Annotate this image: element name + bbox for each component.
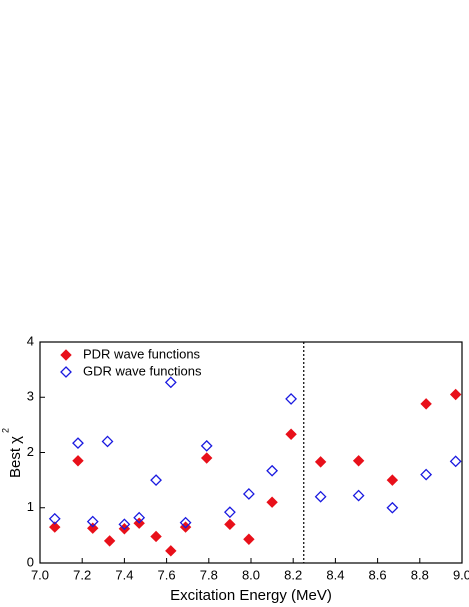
data-point — [133, 511, 146, 524]
data-point — [266, 496, 278, 508]
x-tick-label: 8.6 — [369, 567, 387, 582]
x-tick-label: 7.0 — [31, 567, 49, 582]
data-point — [179, 516, 192, 529]
data-point — [266, 464, 279, 477]
data-point — [87, 522, 99, 534]
data-point — [420, 398, 432, 410]
x-tick-label: 9.0 — [453, 567, 469, 582]
y-tick-label: 1 — [27, 499, 34, 514]
y-tick-label: 3 — [27, 389, 34, 404]
legend-label: PDR wave functions — [83, 346, 201, 361]
y-tick-label: 0 — [27, 554, 34, 569]
x-tick-label: 7.4 — [115, 567, 133, 582]
x-tick-label: 7.6 — [158, 567, 176, 582]
data-point — [285, 392, 298, 405]
data-point — [72, 437, 84, 450]
data-point — [200, 439, 213, 452]
legend-label: GDR wave functions — [83, 363, 202, 378]
data-point — [449, 455, 462, 468]
x-tick-label: 8.2 — [284, 567, 302, 582]
data-point — [200, 452, 213, 464]
data-point — [224, 518, 236, 531]
x-axis-title: Excitation Energy (MeV) — [170, 587, 332, 604]
data-point — [165, 545, 177, 557]
data-point — [352, 489, 365, 502]
x-tick-label: 8.4 — [326, 567, 344, 582]
x-tick-label: 7.2 — [73, 567, 91, 582]
data-point — [150, 530, 162, 543]
x-tick-label: 7.8 — [200, 567, 218, 582]
data-point — [223, 506, 236, 519]
x-tick-label: 8.8 — [411, 567, 429, 582]
legend-marker — [60, 349, 72, 361]
data-point — [314, 490, 327, 503]
data-point — [164, 376, 177, 389]
data-point — [101, 435, 114, 448]
data-point — [449, 388, 462, 401]
y-axis-title-group: Best χ 2 — [0, 428, 24, 478]
y-tick-label: 2 — [27, 444, 34, 459]
data-point — [72, 455, 84, 467]
data-point — [49, 521, 61, 533]
data-point — [48, 512, 61, 525]
data-point — [314, 456, 327, 468]
y-axis-title: Best χ — [7, 436, 24, 478]
data-point — [420, 468, 433, 481]
data-point — [86, 515, 99, 528]
data-point — [352, 455, 365, 467]
data-point — [386, 501, 399, 514]
y-tick-label: 4 — [27, 333, 34, 348]
data-point — [243, 533, 255, 545]
legend-marker — [60, 366, 72, 378]
data-point — [242, 488, 255, 500]
data-point — [150, 474, 162, 487]
data-point — [386, 474, 399, 486]
data-point — [118, 518, 131, 531]
x-tick-label: 8.0 — [242, 567, 260, 582]
data-point — [103, 535, 116, 547]
data-point — [285, 428, 297, 440]
y-axis-title-sup: 2 — [0, 428, 10, 433]
